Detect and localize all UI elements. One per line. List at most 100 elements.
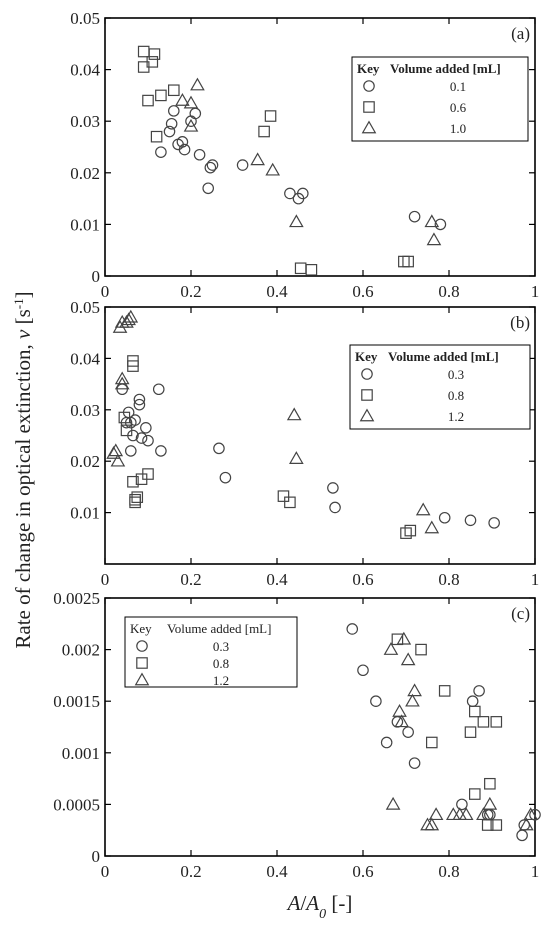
legend-box: [124, 616, 298, 688]
legend-title-key: Key: [355, 349, 378, 364]
data-point-triangle: [123, 309, 139, 323]
legend-entry-label: 0.8: [448, 388, 464, 403]
data-point-circle: [370, 695, 382, 707]
legend-marker-triangle: [134, 672, 150, 686]
y-axis-label-prefix: Rate of change in optical extinction,: [11, 339, 35, 649]
data-point-circle: [296, 187, 309, 200]
data-point-circle: [380, 736, 393, 749]
y-axis-label-unit-close: ]: [11, 291, 35, 298]
data-point-circle: [142, 434, 154, 447]
x-tick-label: 0.4: [266, 282, 288, 301]
legend-marker-square: [361, 389, 373, 401]
y-tick-label: 0.0025: [53, 589, 100, 608]
data-point-square: [142, 468, 154, 480]
y-axis-label-unit-open: [s: [11, 309, 35, 329]
data-point-circle: [189, 107, 202, 120]
data-point-triangle: [424, 817, 440, 831]
data-point-triangle: [420, 817, 435, 831]
series-circle: [155, 105, 447, 231]
data-point-triangle: [405, 693, 420, 707]
x-tick-label: 0.2: [180, 862, 201, 881]
data-point-square: [258, 125, 270, 138]
data-point-triangle: [265, 162, 281, 176]
data-point-square: [146, 56, 159, 68]
x-tick-label: 0.8: [438, 862, 459, 881]
data-point-circle: [125, 445, 137, 457]
x-tick-label: 1: [531, 282, 540, 301]
x-tick-label: 0.6: [352, 282, 373, 301]
x-axis-label-sub: 0: [319, 907, 326, 922]
legend-title-key: Key: [130, 621, 152, 636]
series-square: [118, 355, 417, 539]
x-axis-label-var2: A: [304, 891, 319, 915]
y-tick-label: 0.05: [70, 9, 100, 28]
data-point-circle: [284, 187, 296, 200]
x-tick-label: 0.8: [438, 282, 459, 301]
data-point-triangle: [415, 502, 431, 516]
y-axis-label-unit-sup: -1: [11, 298, 26, 309]
legend-entry-label: 0.1: [450, 79, 466, 94]
data-point-circle: [168, 105, 180, 117]
data-point-triangle: [424, 520, 440, 534]
panel-2: 0 0.2 0.4 0.6 0.8 1 0.01 0.02 0.03 0.04 0.05 (b) Key…: [70, 298, 539, 589]
x-tick-label: 0.8: [438, 570, 459, 589]
y-tick-label: 0.04: [70, 349, 100, 368]
data-point-triangle: [110, 453, 126, 467]
x-axis-label-var: A: [286, 891, 301, 915]
data-point-circle: [408, 757, 421, 769]
data-point-circle: [516, 829, 528, 842]
data-point-square: [490, 716, 503, 728]
data-point-circle: [213, 442, 225, 455]
data-point-circle: [155, 445, 167, 457]
x-tick-label: 0: [101, 570, 110, 589]
data-point-square: [150, 130, 163, 143]
x-tick-label: 0.4: [266, 862, 288, 881]
legend-entry-label: 1.2: [213, 673, 229, 688]
data-point-circle: [152, 383, 165, 396]
y-tick-label: 0.01: [70, 215, 100, 234]
legend-entry-label: 0.6: [450, 100, 467, 115]
data-point-circle: [327, 482, 339, 494]
data-point-circle: [402, 726, 414, 738]
data-point-triangle: [458, 807, 474, 821]
data-point-triangle: [394, 714, 410, 728]
x-tick-label: 1: [531, 570, 540, 589]
data-point-circle: [456, 798, 468, 811]
legend-title-column: Volume added [mL]: [390, 61, 501, 76]
data-point-circle: [165, 117, 178, 130]
legend-marker-triangle: [361, 120, 377, 134]
data-point-circle: [176, 136, 189, 148]
data-point-circle: [163, 125, 176, 138]
legend-box: [349, 344, 531, 430]
data-point-square: [148, 48, 161, 60]
y-tick-label: 0: [92, 267, 101, 286]
plot-frame: [104, 597, 536, 857]
legend-entry-label: 0.3: [448, 367, 464, 382]
y-axis-label-var: v: [11, 329, 35, 339]
data-point-circle: [329, 501, 341, 514]
data-point-triangle: [286, 407, 302, 421]
data-point-square: [398, 255, 410, 268]
y-tick-label: 0.05: [70, 298, 100, 317]
legend-title-column: Volume added [mL]: [167, 621, 271, 636]
y-tick-label: 0.001: [62, 744, 100, 763]
legend-box: [351, 56, 529, 142]
legend-entry-label: 1.0: [450, 121, 466, 136]
data-point-circle: [219, 471, 232, 484]
data-point-circle: [236, 159, 249, 171]
data-point-triangle: [407, 683, 422, 697]
data-point-circle: [434, 218, 447, 231]
series-square: [137, 45, 414, 276]
x-axis-label: A/A0 [-]: [286, 891, 353, 922]
data-point-triangle: [482, 796, 498, 810]
data-point-circle: [133, 393, 146, 406]
data-point-square: [464, 726, 477, 738]
series-circle: [116, 383, 500, 529]
data-point-triangle: [476, 807, 491, 821]
data-point-square: [264, 110, 277, 122]
data-point-square: [400, 527, 412, 539]
data-point-square: [277, 490, 290, 502]
legend-marker-square: [136, 657, 148, 669]
data-point-square: [142, 94, 154, 107]
y-tick-label: 0.0005: [53, 795, 100, 814]
